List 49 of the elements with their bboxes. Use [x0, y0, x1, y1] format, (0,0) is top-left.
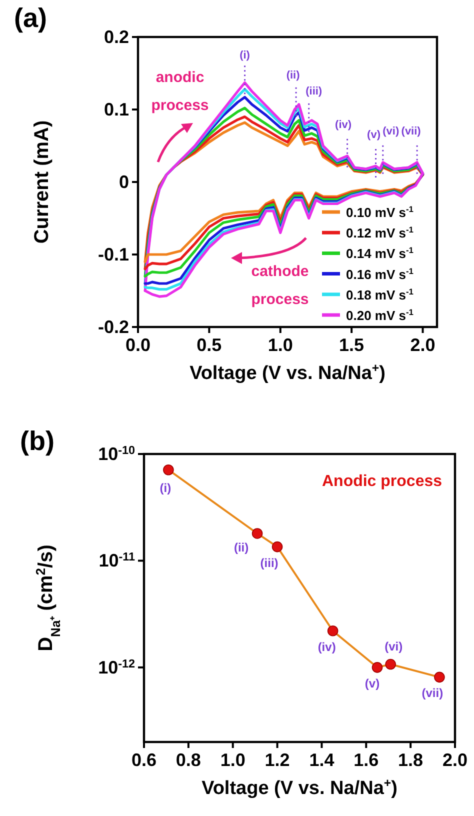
- x-axis-title: Voltage (V vs. Na/Na$^{+}$): [202, 776, 398, 799]
- annotation: (iv): [318, 640, 336, 654]
- x-tick-label: 1.8: [398, 750, 424, 770]
- y-axis-title: Current (mA): [31, 120, 53, 244]
- y-tick-label: -0.2: [98, 317, 129, 337]
- x-tick-label: 1.5: [339, 335, 364, 355]
- legend-label: 0.16 mV s$^{-1}$: [346, 266, 414, 282]
- y-tick-label: -0.1: [98, 244, 129, 264]
- x-tick-label: 1.0: [268, 335, 293, 355]
- annotation: (i): [240, 50, 250, 62]
- annotation: (vii): [422, 686, 444, 700]
- annotation: (vi): [384, 639, 403, 654]
- x-tick-label: 1.6: [354, 750, 379, 770]
- chart-title: (a): [14, 3, 47, 33]
- x-tick-label: 1.0: [220, 750, 246, 770]
- chart-title: (b): [20, 426, 54, 456]
- annotation: (v): [367, 129, 381, 142]
- y-tick-label: 0.2: [104, 27, 129, 47]
- y-tick-label: 10$^{-11}$: [98, 550, 136, 571]
- legend-label: 0.18 mV s$^{-1}$: [346, 286, 414, 302]
- x-axis-title: Voltage (V vs. Na/Na$^{+}$): [190, 361, 386, 384]
- legend-label: 0.20 mV s$^{-1}$: [346, 307, 414, 323]
- annotation: Anodic process: [322, 473, 442, 490]
- annotation: cathode process: [251, 263, 309, 308]
- annotation: (ii): [286, 69, 300, 82]
- x-tick-label: 2.0: [442, 750, 468, 770]
- annotation: (i): [160, 480, 172, 495]
- legend-label: 0.14 mV s$^{-1}$: [346, 245, 414, 262]
- y-tick-label: 10$^{-10}$: [98, 444, 136, 464]
- legend-label: 0.12 mV s$^{-1}$: [346, 224, 414, 241]
- x-tick-label: 0.5: [196, 335, 222, 355]
- y-tick-label: 0.1: [104, 100, 129, 120]
- x-tick-label: 1.4: [309, 750, 334, 770]
- annotation: (vii): [401, 125, 422, 138]
- x-tick-label: 2.0: [410, 335, 436, 355]
- y-tick-label: 0: [118, 172, 129, 192]
- annotation: (v): [364, 676, 380, 690]
- legend-label: 0.10 mV s$^{-1}$: [346, 204, 414, 220]
- annotation: (ii): [234, 540, 249, 554]
- annotation: anodic process: [151, 69, 209, 114]
- x-tick-label: 0.6: [131, 750, 157, 770]
- x-tick-label: 0.0: [125, 335, 151, 355]
- x-tick-label: 1.2: [264, 750, 290, 770]
- x-tick-label: 0.8: [176, 750, 201, 770]
- annotation: (iii): [306, 85, 322, 98]
- y-tick-label: 10$^{-12}$: [98, 656, 136, 678]
- annotation: (iii): [260, 556, 278, 570]
- annotation: (vi): [382, 125, 400, 138]
- annotation: (iv): [335, 118, 352, 131]
